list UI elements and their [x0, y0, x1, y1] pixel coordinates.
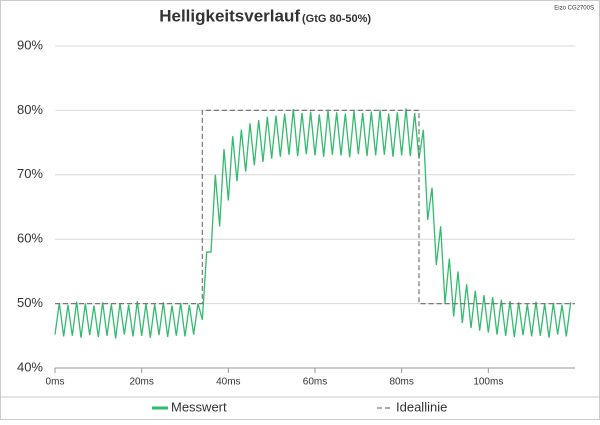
x-tick-label: 0ms: [46, 377, 65, 388]
x-tick-label: 100ms: [473, 377, 503, 388]
series-line: [55, 109, 575, 305]
y-tick-label: 50%: [17, 295, 43, 310]
x-tick-label: 80ms: [389, 377, 413, 388]
x-tick-label: 20ms: [129, 377, 153, 388]
x-tick-label: 40ms: [216, 377, 240, 388]
chart-title: Helligkeitsverlauf: [159, 6, 300, 25]
y-tick-label: 90%: [17, 37, 43, 52]
y-tick-label: 70%: [17, 166, 43, 181]
x-tick-label: 60ms: [303, 377, 327, 388]
series-line: [54, 108, 572, 339]
chart-subtitle: (GtG 80-50%): [302, 13, 371, 25]
y-tick-label: 60%: [17, 231, 43, 246]
legend-label: Messwert: [171, 399, 227, 414]
corner-label: Eizo CG2700S: [554, 6, 594, 12]
y-tick-label: 80%: [17, 102, 43, 117]
legend-label: Ideallinie: [396, 399, 447, 414]
y-tick-label: 40%: [17, 359, 43, 374]
